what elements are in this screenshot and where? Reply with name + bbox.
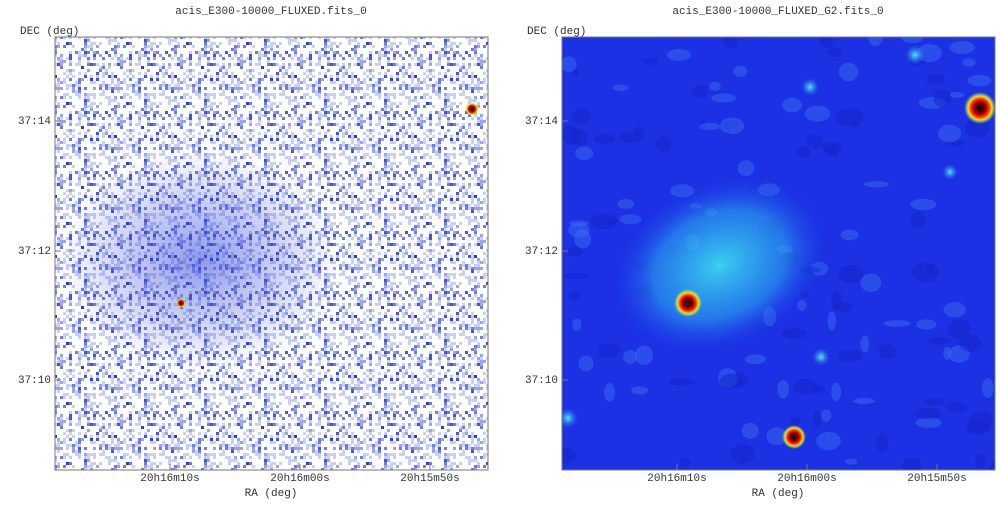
x-axis-label: RA (deg): [245, 488, 298, 500]
image-raw: [55, 37, 488, 470]
x-tick-label: 20h15m50s: [907, 473, 966, 485]
panel-title: acis_E300-10000_FLUXED.fits_0: [175, 6, 366, 18]
x-tick-label: 20h16m10s: [647, 473, 706, 485]
image-smoothed: [562, 37, 995, 470]
y-tick-label: 37:10: [525, 375, 558, 387]
x-tick-label: 20h15m50s: [400, 473, 459, 485]
frame: [54, 36, 489, 471]
x-tick-label: 20h16m00s: [777, 473, 836, 485]
frame: [561, 36, 996, 471]
x-tick-label: 20h16m00s: [270, 473, 329, 485]
x-axis-label: RA (deg): [752, 488, 805, 500]
y-tick-label: 37:14: [18, 116, 51, 128]
y-axis-label: DEC (deg): [20, 26, 79, 38]
y-tick-label: 37:12: [525, 246, 558, 258]
panel-title: acis_E300-10000_FLUXED_G2.fits_0: [672, 6, 883, 18]
x-tick-label: 20h16m10s: [140, 473, 199, 485]
y-axis-label: DEC (deg): [527, 26, 586, 38]
y-tick-label: 37:10: [18, 375, 51, 387]
y-tick-label: 37:12: [18, 246, 51, 258]
y-tick-label: 37:14: [525, 116, 558, 128]
